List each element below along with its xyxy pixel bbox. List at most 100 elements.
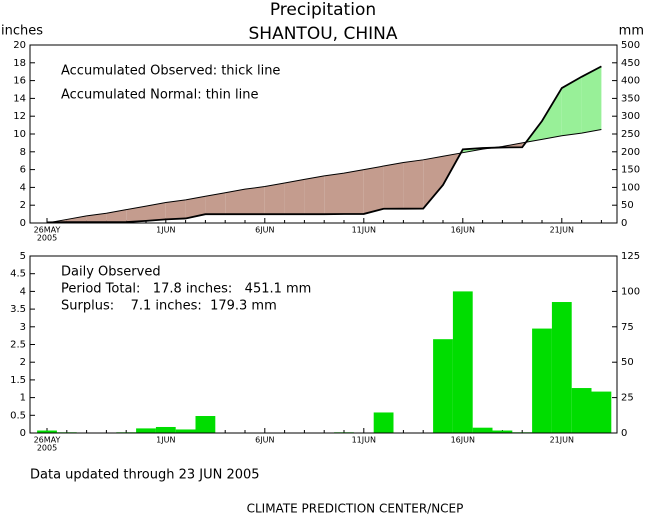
y2-tick-label: 0	[621, 218, 627, 229]
bar	[571, 388, 592, 433]
x-tick-label: 6JUN	[255, 436, 274, 445]
annotation: Surplus: 7.1 inches: 179.3 mm	[61, 299, 277, 314]
y2-tick-label: 50	[621, 357, 634, 368]
y-tick-label: 6	[20, 165, 26, 176]
y-tick-label: 1	[20, 393, 26, 404]
surplus-fill	[542, 88, 562, 140]
footer-credit: CLIMATE PREDICTION CENTER/NCEP	[247, 502, 464, 516]
bar	[195, 416, 216, 433]
plot-frame	[29, 44, 618, 224]
y2-tick-label: 125	[621, 251, 640, 262]
plot-frame	[29, 255, 618, 434]
x-tick-label: 21JUN	[550, 436, 574, 445]
y-tick-label: 4	[20, 182, 26, 193]
y2-tick-label: 0	[621, 428, 627, 439]
deficit-fill	[344, 169, 364, 215]
deficit-fill	[185, 196, 206, 219]
y-tick-label: 4.5	[10, 269, 26, 280]
x-tick-label: 11JUN	[352, 226, 376, 235]
normal-line	[46, 129, 602, 224]
y2-tick-label: 25	[621, 393, 634, 404]
x-tick-label: 1JUN	[156, 436, 175, 445]
surplus-fill	[561, 76, 582, 136]
bar	[433, 339, 453, 433]
y-tick-label: 14	[13, 93, 26, 104]
deficit-fill	[165, 199, 186, 220]
x-tick-label: 21JUN	[550, 226, 574, 235]
bar	[155, 426, 176, 433]
x-tick-label: 11JUN	[352, 436, 376, 445]
bar	[136, 428, 156, 433]
y2-tick-label: 250	[621, 129, 640, 140]
deficit-fill	[383, 162, 404, 209]
deficit-fill	[225, 189, 245, 215]
y-tick-label: 0	[20, 218, 26, 229]
y-tick-label: 3.5	[10, 304, 26, 315]
y-tick-label: 3	[20, 322, 26, 333]
deficit-fill	[126, 206, 146, 223]
y-axis-label: inches	[1, 24, 43, 39]
bar	[551, 302, 572, 433]
deficit-fill	[304, 175, 325, 215]
y2-tick-label: 450	[621, 58, 640, 69]
y-tick-label: 0.5	[10, 410, 26, 421]
y2-tick-label: 300	[621, 111, 640, 122]
x-tick-label: 26MAY	[34, 226, 61, 235]
annotation: Accumulated Observed: thick line	[61, 64, 280, 79]
y-tick-label: 16	[13, 76, 26, 87]
bar	[37, 430, 57, 433]
y2-tick-label: 400	[621, 76, 640, 87]
observed-line	[46, 65, 602, 224]
y-tick-label: 0	[20, 428, 26, 439]
y2-tick-label: 100	[621, 182, 640, 193]
y2-tick-label: 200	[621, 147, 640, 158]
y2-tick-label: 50	[621, 200, 634, 211]
y-tick-label: 8	[20, 147, 26, 158]
chart-subtitle: SHANTOU, CHINA	[249, 24, 398, 44]
bar	[472, 427, 493, 433]
chart-title: Precipitation	[270, 0, 376, 20]
x-year-label: 2005	[37, 234, 57, 243]
deficit-fill	[245, 186, 265, 215]
y-tick-label: 4	[20, 286, 26, 297]
deficit-fill	[363, 166, 384, 214]
x-tick-label: 6JUN	[255, 226, 274, 235]
y-tick-label: 5	[20, 251, 26, 262]
deficit-fill	[264, 182, 285, 215]
y-tick-label: 18	[13, 58, 26, 69]
x-tick-label: 26MAY	[34, 436, 61, 445]
y-tick-label: 2	[20, 357, 26, 368]
y2-axis-label: mm	[619, 24, 644, 39]
y2-tick-label: 75	[621, 322, 634, 333]
x-year-label: 2005	[37, 444, 57, 453]
y-tick-label: 2	[20, 200, 26, 211]
deficit-fill	[403, 159, 424, 209]
surplus-fill	[581, 66, 602, 134]
deficit-fill	[284, 179, 305, 215]
y-tick-label: 1.5	[10, 375, 26, 386]
deficit-fill	[324, 173, 344, 215]
x-tick-label: 16JUN	[451, 436, 475, 445]
bar	[373, 412, 394, 433]
annotation: Accumulated Normal: thin line	[61, 88, 259, 103]
footer-updated: Data updated through 23 JUN 2005	[30, 468, 260, 483]
bar	[591, 391, 612, 433]
deficit-fill	[423, 156, 443, 209]
y-tick-label: 12	[13, 111, 26, 122]
y2-tick-label: 150	[621, 165, 640, 176]
y-tick-label: 20	[13, 40, 26, 51]
annotation: Period Total: 17.8 inches: 451.1 mm	[61, 282, 311, 297]
x-tick-label: 16JUN	[451, 226, 475, 235]
bar	[175, 429, 196, 433]
y-tick-label: 10	[13, 129, 26, 140]
deficit-fill	[205, 192, 226, 215]
deficit-fill	[66, 215, 87, 223]
y2-tick-label: 350	[621, 93, 640, 104]
deficit-fill	[146, 202, 166, 221]
annotation: Daily Observed	[61, 265, 161, 280]
bar	[452, 291, 473, 433]
y2-tick-label: 500	[621, 40, 640, 51]
bar	[492, 430, 513, 433]
y-tick-label: 2.5	[10, 340, 26, 351]
